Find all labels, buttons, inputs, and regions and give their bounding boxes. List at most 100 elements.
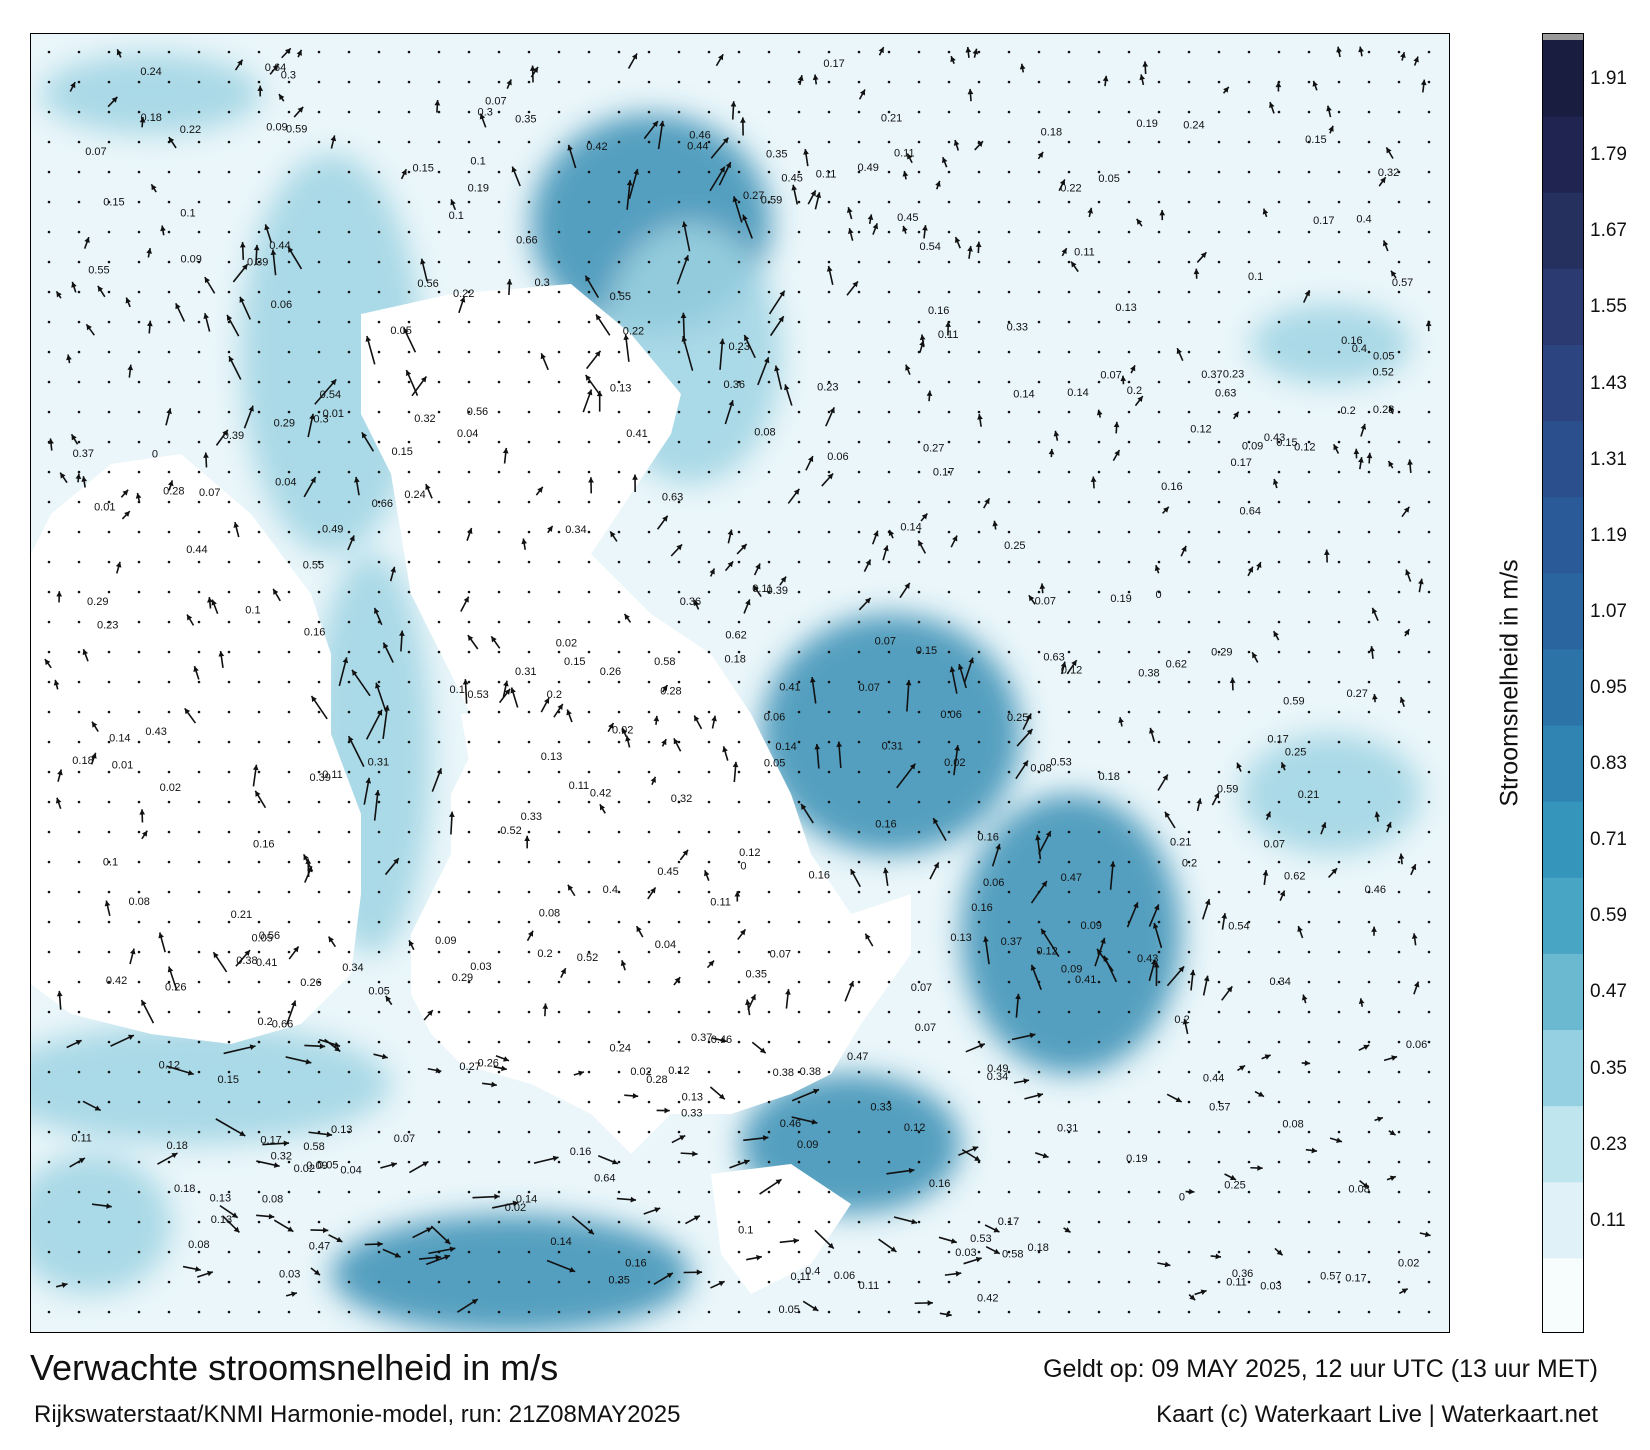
grid-dot — [317, 1010, 321, 1014]
current-arrow — [85, 323, 95, 336]
velocity-label: 0.07 — [1035, 595, 1056, 607]
grid-dot — [1247, 590, 1251, 594]
grid-dot — [497, 770, 501, 774]
current-arrow — [1358, 46, 1364, 57]
grid-dot — [1367, 1130, 1371, 1134]
grid-dot — [377, 260, 381, 264]
current-arrow — [967, 88, 974, 102]
grid-dot — [557, 200, 561, 204]
grid-dot — [1427, 590, 1431, 594]
grid-dot — [737, 590, 741, 594]
grid-dot — [257, 680, 261, 684]
grid-dot — [1037, 200, 1041, 204]
velocity-label: 0.19 — [1136, 118, 1157, 130]
grid-dot — [257, 650, 261, 654]
current-arrow — [800, 803, 814, 824]
grid-dot — [647, 470, 651, 474]
grid-dot — [497, 980, 501, 984]
grid-dot — [107, 590, 111, 594]
colorbar-band — [1543, 1105, 1583, 1183]
current-arrow — [167, 480, 174, 491]
current-arrow — [673, 976, 681, 986]
current-arrow — [293, 106, 304, 118]
grid-dot — [1277, 230, 1281, 234]
grid-dot — [1217, 320, 1221, 324]
current-arrow — [193, 665, 200, 680]
grid-dot — [107, 200, 111, 204]
grid-dot — [1127, 290, 1131, 294]
velocity-label: 0.35 — [515, 113, 536, 125]
current-arrow — [846, 206, 853, 220]
grid-dot — [1007, 830, 1011, 834]
velocity-label: 0.11 — [569, 780, 590, 792]
current-arrow — [657, 120, 665, 150]
current-arrow — [932, 817, 947, 842]
current-arrow — [288, 946, 300, 960]
grid-dot — [767, 770, 771, 774]
model-run-subtitle: Rijkswaterstaat/KNMI Harmonie-model, run… — [34, 1401, 681, 1428]
grid-dot — [1427, 1100, 1431, 1104]
grid-dot — [227, 1100, 231, 1104]
grid-dot — [797, 110, 801, 114]
velocity-label: 0.35 — [746, 968, 767, 980]
velocity-label: 0.49 — [857, 162, 878, 174]
grid-dot — [587, 770, 591, 774]
grid-dot — [527, 860, 531, 864]
velocity-label: 0.16 — [928, 305, 949, 317]
current-arrow — [69, 1157, 86, 1168]
current-arrow — [71, 281, 77, 293]
current-arrow — [1413, 56, 1419, 66]
grid-dot — [887, 410, 891, 414]
grid-dot — [617, 1310, 621, 1314]
grid-dot — [1367, 770, 1371, 774]
current-arrow — [588, 477, 594, 494]
grid-dot — [1307, 860, 1311, 864]
grid-dot — [167, 320, 171, 324]
grid-dot — [1247, 530, 1251, 534]
grid-dot — [1217, 650, 1221, 654]
grid-dot — [47, 1010, 51, 1014]
current-arrow — [363, 777, 372, 805]
velocity-label: 0.42 — [586, 141, 607, 153]
current-arrow — [1272, 478, 1279, 489]
grid-dot — [737, 230, 741, 234]
current-arrow — [53, 679, 60, 690]
current-arrow — [1196, 251, 1207, 263]
grid-dot — [707, 530, 711, 534]
grid-dot — [707, 1040, 711, 1044]
grid-dot — [707, 1100, 711, 1104]
grid-dot — [1307, 50, 1311, 54]
grid-dot — [257, 860, 261, 864]
grid-dot — [467, 920, 471, 924]
velocity-label: 0.58 — [654, 656, 675, 668]
velocity-label: 0.3 — [313, 414, 328, 426]
grid-dot — [617, 80, 621, 84]
grid-dot — [827, 920, 831, 924]
current-arrow — [1094, 937, 1106, 967]
velocity-label: 0.11 — [752, 583, 773, 595]
grid-dot — [707, 650, 711, 654]
current-arrow — [1399, 696, 1406, 707]
grid-dot — [1097, 1010, 1101, 1014]
grid-dot — [617, 770, 621, 774]
grid-dot — [137, 1310, 141, 1314]
velocity-label: 0.66 — [272, 1018, 293, 1030]
velocity-label: 0.05 — [778, 1304, 799, 1316]
grid-dot — [317, 680, 321, 684]
grid-dot — [827, 650, 831, 654]
current-arrow — [1272, 630, 1280, 641]
grid-dot — [1187, 1010, 1191, 1014]
grid-dot — [1067, 770, 1071, 774]
grid-dot — [917, 650, 921, 654]
current-arrow — [709, 166, 726, 192]
grid-dot — [107, 620, 111, 624]
current-arrow — [1358, 998, 1365, 1007]
current-arrow — [347, 735, 365, 767]
grid-dot — [1097, 50, 1101, 54]
grid-dot — [1307, 560, 1311, 564]
grid-dot — [1097, 380, 1101, 384]
grid-dot — [707, 620, 711, 624]
grid-dot — [737, 410, 741, 414]
velocity-label: 0.17 — [1345, 1273, 1366, 1285]
grid-dot — [587, 620, 591, 624]
